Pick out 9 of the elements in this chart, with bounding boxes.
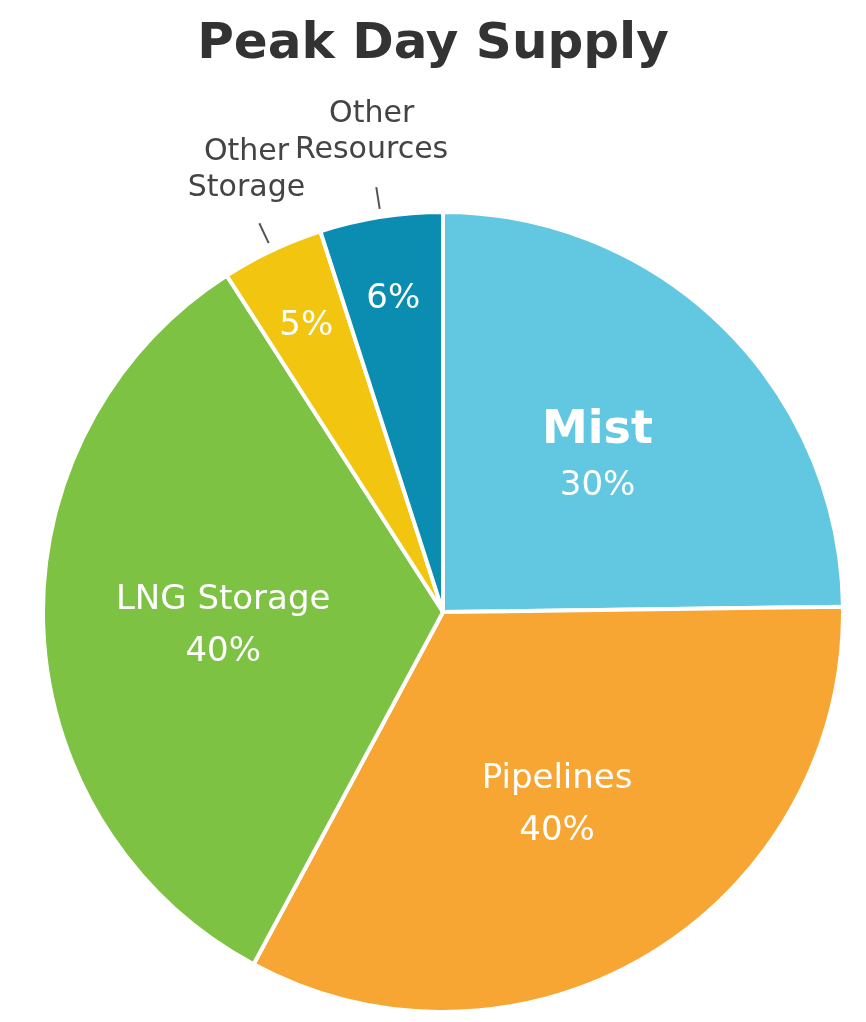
data-label: 30% bbox=[559, 463, 636, 504]
data-label: 40% bbox=[185, 628, 261, 669]
slice-label: Mist bbox=[542, 400, 654, 455]
data-label: 6% bbox=[366, 275, 421, 316]
data-label: 5% bbox=[279, 302, 334, 343]
slice-label: LNG Storage bbox=[115, 576, 331, 617]
chart-title: Peak Day Supply bbox=[197, 12, 669, 70]
slice-label: Pipelines bbox=[481, 756, 633, 797]
data-label: 40% bbox=[519, 808, 595, 849]
